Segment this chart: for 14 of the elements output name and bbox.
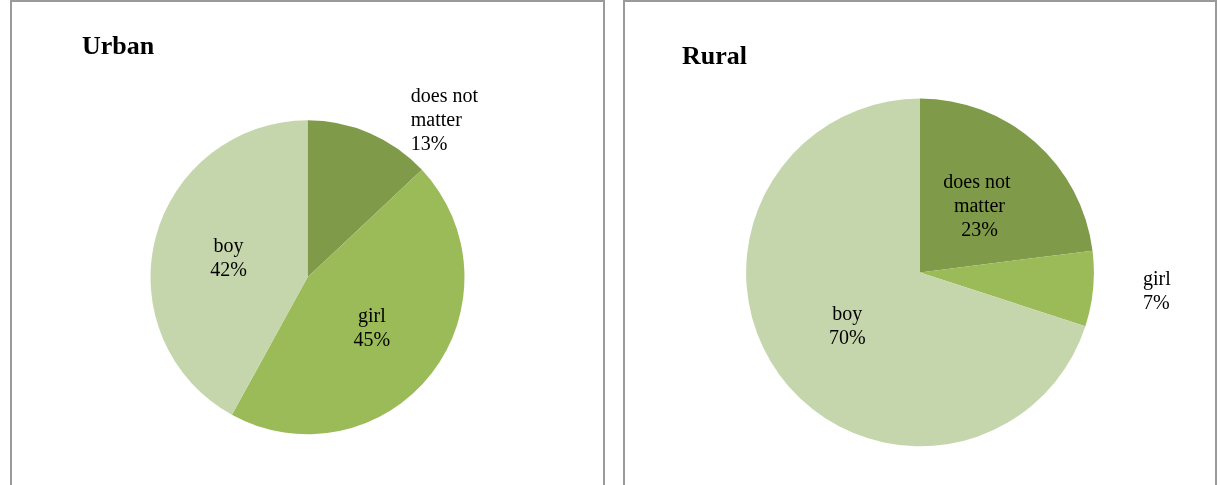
data-label: 23% <box>961 218 998 241</box>
slice-label: boy <box>832 302 863 326</box>
slice-label: girl <box>358 304 387 328</box>
slice-label: does not matter <box>410 84 484 131</box>
slice-label: girl <box>1143 267 1172 291</box>
data-label: 70% <box>828 326 866 349</box>
chart-title: Urban <box>82 30 155 60</box>
slice-label: does not matter <box>943 170 1016 217</box>
data-label: 13% <box>410 132 448 155</box>
slice-label: boy <box>213 234 244 258</box>
data-label: 42% <box>210 258 247 281</box>
chart-title: Rural <box>682 40 747 70</box>
data-label: 45% <box>353 328 391 351</box>
data-label: 7% <box>1143 291 1170 314</box>
